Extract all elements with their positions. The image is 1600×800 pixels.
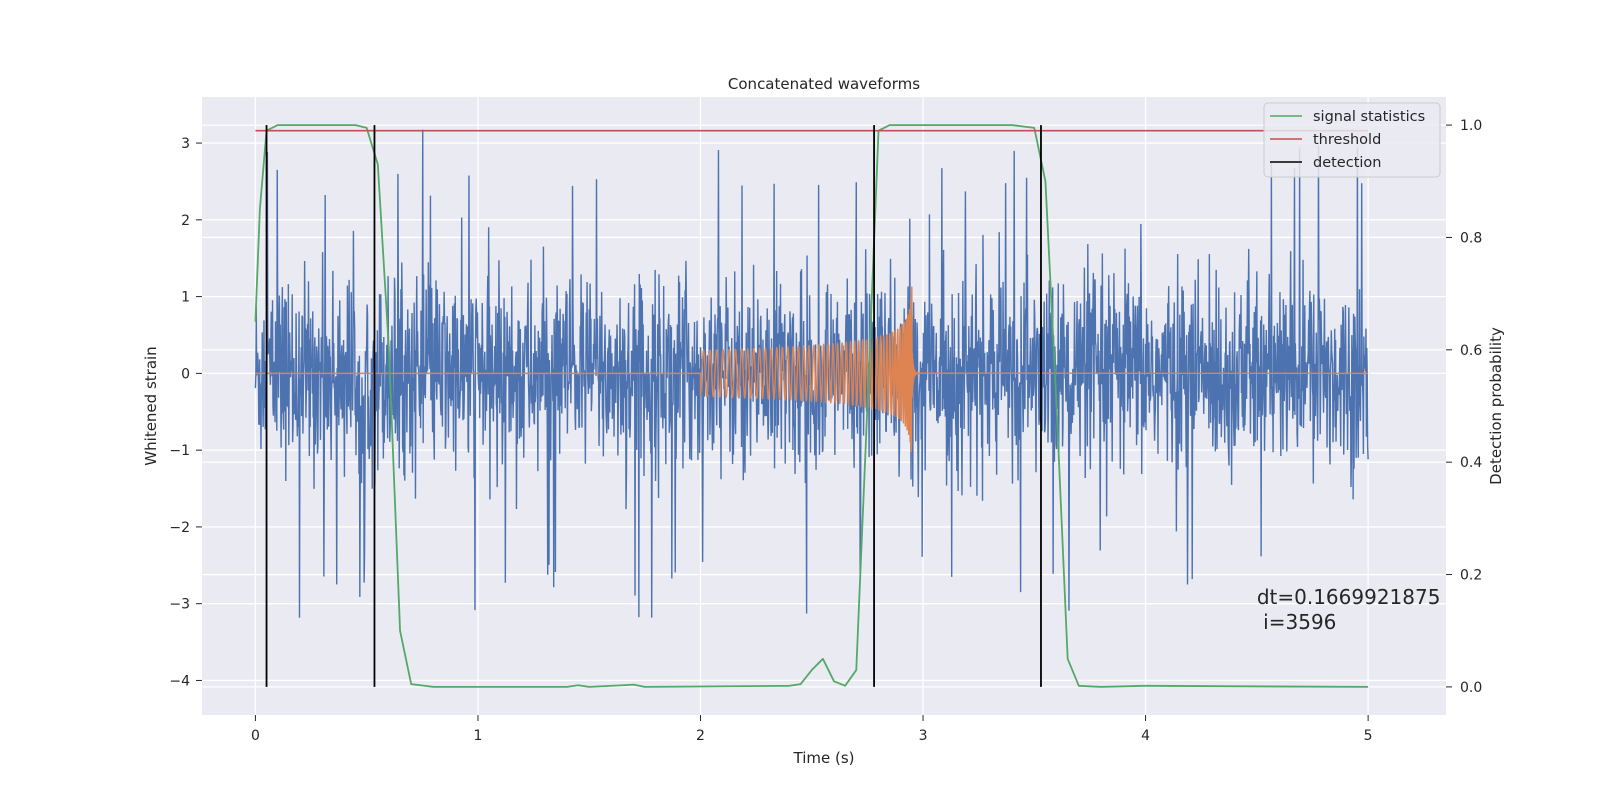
y-right-axis-label: Detection probability <box>1487 327 1505 485</box>
x-tick-label-5: 5 <box>1364 728 1373 744</box>
x-axis-ticks: 0 1 2 3 4 5 <box>251 715 1373 744</box>
strain-series <box>254 129 1369 618</box>
strain-line <box>254 129 1369 618</box>
annotation-i: i=3596 <box>1257 610 1337 634</box>
chirp-line <box>255 286 1369 453</box>
y-right-tick-label-2: 0.4 <box>1460 455 1482 471</box>
y-axis-label: Whitened strain <box>142 346 160 465</box>
y-right-tick-label-5: 1.0 <box>1460 118 1482 134</box>
signal-statistics-line <box>254 124 1369 688</box>
legend: signal statistics threshold detection <box>1263 102 1441 178</box>
chart-title: Concatenated waveforms <box>728 75 920 93</box>
x-tick-label-1: 1 <box>473 728 482 744</box>
signal-statistics-series <box>254 124 1369 688</box>
x-axis-label: Time (s) <box>793 749 855 767</box>
y-tick-label-6: 2 <box>181 213 190 229</box>
grid <box>202 97 1446 715</box>
x-tick-label-2: 2 <box>696 728 705 744</box>
x-tick-label-0: 0 <box>251 728 260 744</box>
legend-label-detection: detection <box>1313 155 1381 171</box>
y-tick-label-2: −2 <box>169 520 190 536</box>
y-tick-label-4: 0 <box>181 366 190 382</box>
y-axis-ticks: −4 −3 −2 −1 0 1 2 3 <box>169 136 202 689</box>
y-tick-label-0: −4 <box>169 673 190 689</box>
y-right-tick-label-0: 0.0 <box>1460 680 1482 696</box>
y-right-tick-label-1: 0.2 <box>1460 568 1482 584</box>
y-tick-label-1: −3 <box>169 597 190 613</box>
legend-label-threshold: threshold <box>1313 132 1381 148</box>
legend-label-signal-statistics: signal statistics <box>1313 109 1425 125</box>
y-tick-label-3: −1 <box>169 443 190 459</box>
x-tick-label-4: 4 <box>1141 728 1150 744</box>
annotation-dt: dt=0.1669921875 <box>1257 585 1441 609</box>
detection-series <box>265 125 1042 687</box>
y-right-axis-ticks: 0.0 0.2 0.4 0.6 0.8 1.0 <box>1446 118 1482 696</box>
y-tick-label-5: 1 <box>181 290 190 306</box>
chirp-series <box>255 286 1369 453</box>
y-right-tick-label-4: 0.8 <box>1460 230 1482 246</box>
y-right-tick-label-3: 0.6 <box>1460 343 1482 359</box>
dt-annotation: dt=0.1669921875 i=3596 <box>1257 585 1441 634</box>
legend-box <box>1263 102 1441 178</box>
x-tick-label-3: 3 <box>919 728 928 744</box>
y-tick-label-7: 3 <box>181 136 190 152</box>
